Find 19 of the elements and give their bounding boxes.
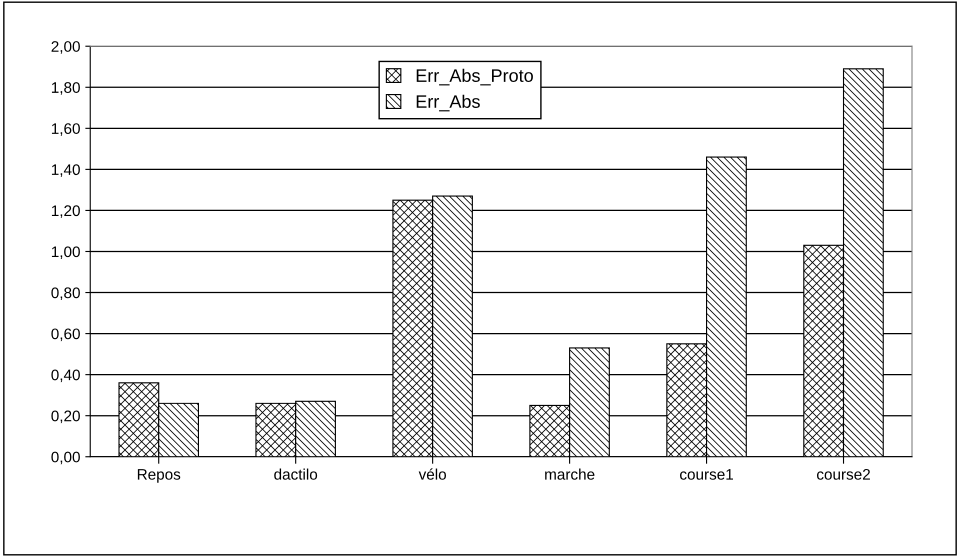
y-tick-label: 1,00 <box>52 246 80 259</box>
x-tick-label: course1 <box>680 469 733 480</box>
y-tick-label: 1,40 <box>52 164 80 177</box>
y-tick-label: 1,60 <box>52 123 80 136</box>
y-tick-label: 1,80 <box>52 82 80 95</box>
x-tick-label: course2 <box>816 468 870 480</box>
legend-label: Err_Abs_Proto <box>416 68 533 86</box>
x-tick-label: dactilo <box>274 468 318 480</box>
x-tick-label: vélo <box>418 468 446 480</box>
y-tick-label: 0,40 <box>51 370 80 382</box>
y-tick-label: 0,20 <box>51 410 80 424</box>
y-tick-label: 0,00 <box>51 452 80 464</box>
x-tick-label: Repos <box>138 469 180 483</box>
y-tick-label: 2,00 <box>52 41 80 54</box>
x-tick-label: marche <box>545 468 594 480</box>
legend-label: Err_Abs <box>416 94 480 112</box>
y-tick-label: 1,20 <box>52 205 80 218</box>
y-tick-label: 0,80 <box>51 287 80 300</box>
y-tick-label: 0,60 <box>51 328 80 342</box>
